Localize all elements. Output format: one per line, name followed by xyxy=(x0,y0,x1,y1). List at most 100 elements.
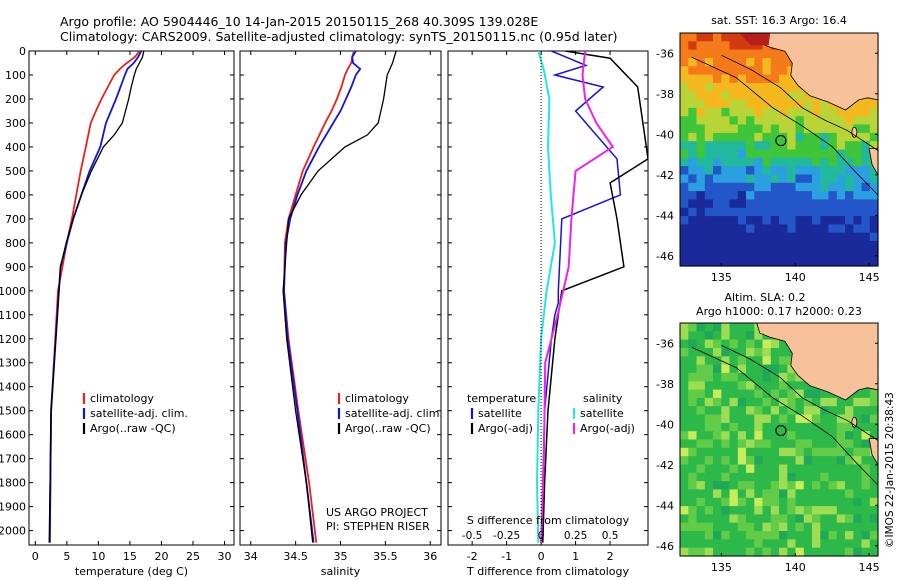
map-cell xyxy=(869,99,879,109)
map-cell xyxy=(704,82,714,92)
sst-map xyxy=(679,32,879,267)
map-cell xyxy=(770,191,780,200)
map-cell xyxy=(770,339,780,349)
map-cell xyxy=(713,531,722,540)
map-cell xyxy=(861,406,871,416)
map-cell xyxy=(836,497,846,507)
map-cell xyxy=(820,157,830,167)
map-cell xyxy=(779,249,788,259)
map-cell xyxy=(746,74,755,84)
map-cell xyxy=(820,489,830,499)
map-cell xyxy=(704,99,714,109)
map-cell xyxy=(812,249,821,259)
map-cell xyxy=(787,397,797,407)
map-cell xyxy=(704,249,714,259)
map-cell xyxy=(779,149,788,159)
map-cell xyxy=(746,356,755,366)
map-lon-label: 145 xyxy=(859,561,880,574)
map-cell xyxy=(853,481,863,490)
map-cell xyxy=(746,241,755,250)
map-cell xyxy=(861,157,871,167)
map-cell xyxy=(754,174,764,184)
map-cell xyxy=(812,472,821,482)
map-cell xyxy=(721,91,731,101)
legend-entry: Argo(..raw -QC) xyxy=(345,422,431,435)
map-cell xyxy=(787,547,797,557)
map-cell xyxy=(729,49,739,59)
map-cell xyxy=(770,107,780,117)
map-cell xyxy=(770,166,780,175)
map-cell xyxy=(729,397,739,407)
map-cell xyxy=(729,348,739,357)
x-tick-label: 20 xyxy=(154,550,168,563)
map-cell xyxy=(836,506,846,515)
map-cell xyxy=(762,224,772,234)
map-cell xyxy=(762,141,772,151)
map-cell xyxy=(779,107,788,117)
map-cell xyxy=(861,472,871,482)
map-cell xyxy=(770,99,780,109)
map-cell xyxy=(688,124,698,134)
map-cell xyxy=(787,249,797,259)
map-cell xyxy=(803,199,813,209)
map-cell xyxy=(688,472,698,482)
map-cell xyxy=(746,397,755,407)
map-cell xyxy=(820,531,830,540)
map-cell xyxy=(737,414,747,424)
map-cell xyxy=(688,456,698,465)
map-cell xyxy=(836,481,846,490)
map-cell xyxy=(754,149,764,159)
map-cell xyxy=(688,522,698,532)
map-cell xyxy=(754,389,764,399)
map-cell xyxy=(836,531,846,540)
map-cell xyxy=(737,514,747,524)
map-cell xyxy=(779,339,788,349)
map-cell xyxy=(696,99,706,109)
map-cell xyxy=(713,506,722,515)
map-cell xyxy=(787,439,797,449)
map-cell xyxy=(861,389,871,399)
map-cell xyxy=(688,464,698,474)
map-cell xyxy=(803,91,813,101)
map-cell xyxy=(812,422,821,432)
map-cell xyxy=(729,489,739,499)
map-cell xyxy=(795,497,805,507)
map-cell xyxy=(729,381,739,391)
map-cell xyxy=(696,406,706,416)
map-cell xyxy=(820,514,830,524)
map-cell xyxy=(680,481,689,490)
map-cell xyxy=(696,381,706,391)
map-cell xyxy=(803,414,813,424)
map-cell xyxy=(828,497,838,507)
map-cell xyxy=(828,191,838,200)
map-cell xyxy=(729,339,739,349)
map-cell xyxy=(762,356,772,366)
map-lat-label: -44 xyxy=(656,209,674,222)
map-cell xyxy=(828,132,838,142)
map-cell xyxy=(787,414,797,424)
map-cell xyxy=(795,141,805,151)
map-cell xyxy=(696,531,706,540)
map-cell xyxy=(680,74,689,84)
map-cell xyxy=(721,132,731,142)
map-cell xyxy=(845,199,854,209)
map-cell xyxy=(688,381,698,391)
map-cell xyxy=(721,33,731,42)
map-cell xyxy=(721,381,731,391)
map-cell xyxy=(737,364,747,374)
map-cell xyxy=(754,41,764,51)
map-lat-label: -42 xyxy=(656,459,674,472)
map-cell xyxy=(861,132,871,142)
map-cell xyxy=(803,547,813,557)
map-cell xyxy=(803,472,813,482)
map-cell xyxy=(721,66,731,76)
map-cell xyxy=(812,497,821,507)
map-cell xyxy=(696,472,706,482)
map-cell xyxy=(746,107,755,117)
map-cell xyxy=(688,331,698,341)
map-cell xyxy=(812,207,821,217)
map-cell xyxy=(787,431,797,441)
depth-tick-label: 2000 xyxy=(0,525,26,538)
map-cell xyxy=(795,447,805,457)
map-cell xyxy=(729,447,739,457)
